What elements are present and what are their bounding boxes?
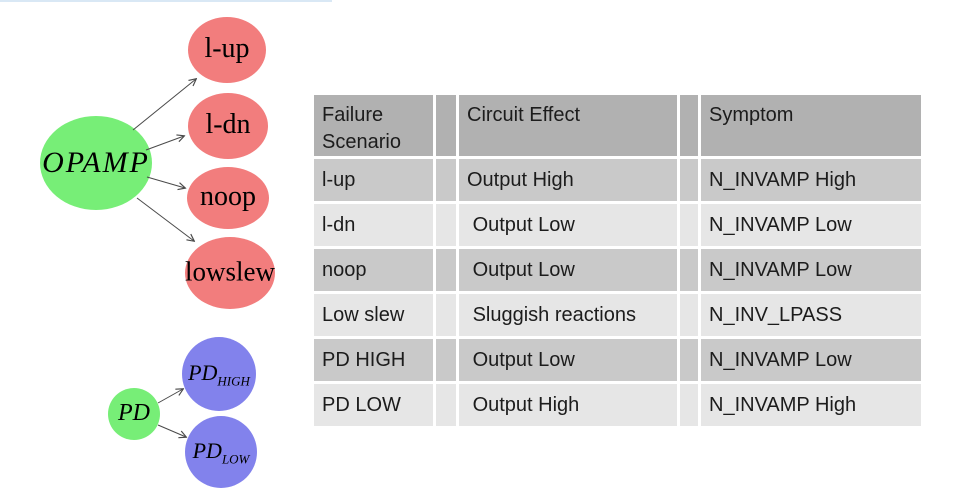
pd-high-node [182,337,256,411]
col-header-circuit-effect: Circuit Effect [467,104,580,126]
spacer-cell [680,159,698,201]
table-row-pd-high: PD HIGH Output Low N_INVAMP Low [314,339,921,381]
cell-symptom: N_INVAMP High [709,393,857,416]
lowslew-node [185,237,275,309]
edge-opamp-to-l-dn [145,136,184,151]
spacer-cell [680,249,698,291]
spacer-cell [680,204,698,246]
l-up-node [188,17,266,83]
spacer-cell [680,95,698,156]
cell-scenario: l-dn [322,213,356,236]
cell-effect: Output High [467,393,580,416]
cell-effect: Output Low [467,213,575,236]
l-dn-node [188,93,268,159]
pd-low-node [185,416,257,488]
spacer-cell [436,339,456,381]
cell-scenario: PD HIGH [322,348,406,371]
window-edge-artifact [0,0,332,2]
cell-scenario: l-up [322,168,356,191]
cell-effect: Output Low [467,258,575,281]
noop-node-label: noop [200,181,256,212]
pd-low-base: PD [192,438,222,463]
table-row-noop: noop Output Low N_INVAMP Low [314,249,921,291]
table-row-l-dn: l-dn Output Low N_INVAMP Low [314,204,921,246]
spacer-cell [436,95,456,156]
opamp-node-label: OPAMP [42,146,150,179]
cell-effect: Output High [467,168,574,191]
cell-symptom: N_INVAMP Low [709,213,852,236]
pd-high-node-label: PDHIGH [188,360,250,388]
table-header-row: Failure Scenario Circuit Effect Symptom [314,95,921,156]
l-dn-node-label: l-dn [205,109,251,140]
table-row-pd-low: PD LOW Output High N_INVAMP High [314,384,921,426]
l-up-node-label: l-up [204,33,250,64]
spacer-cell [436,294,456,336]
col-header-failure-scenario: Failure Scenario [322,104,401,153]
edge-opamp-to-noop [146,176,185,188]
pd-node [108,388,160,440]
cell-symptom: N_INVAMP High [709,168,857,191]
pd-low-subscript: LOW [221,451,250,467]
col-header-symptom: Symptom [709,104,794,126]
edge-opamp-to-l-up [132,79,196,131]
pd-node-label: PD [118,400,150,426]
spacer-cell [436,384,456,426]
cell-symptom: N_INV_LPASS [709,303,843,326]
spacer-cell [436,159,456,201]
spacer-cell [436,249,456,291]
table-row-low-slew: Low slew Sluggish reactions N_INV_LPASS [314,294,921,336]
spacer-cell [680,384,698,426]
lowslew-node-label: lowslew [185,256,275,287]
pd-high-subscript: HIGH [217,373,250,389]
cell-scenario: noop [322,258,367,281]
spacer-cell [680,294,698,336]
failure-symptom-table: Failure Scenario Circuit Effect Symptom … [311,92,924,429]
table-row-l-up: l-up Output High N_INVAMP High [314,159,921,201]
spacer-cell [436,204,456,246]
edge-pd-to-pd-high [157,389,183,404]
noop-node [187,167,269,229]
cell-symptom: N_INVAMP Low [709,258,852,281]
cell-scenario: PD LOW [322,393,401,416]
cell-scenario: Low slew [322,303,405,326]
edge-opamp-to-lowslew [136,197,194,241]
cell-effect: Output Low [467,348,575,371]
spacer-cell [680,339,698,381]
edge-pd-to-pd-low [157,424,186,437]
opamp-node [40,116,152,210]
pd-low-node-label: PDLOW [192,438,250,466]
pd-high-base: PD [188,360,218,385]
cell-symptom: N_INVAMP Low [709,348,852,371]
cell-effect: Sluggish reactions [467,303,636,326]
